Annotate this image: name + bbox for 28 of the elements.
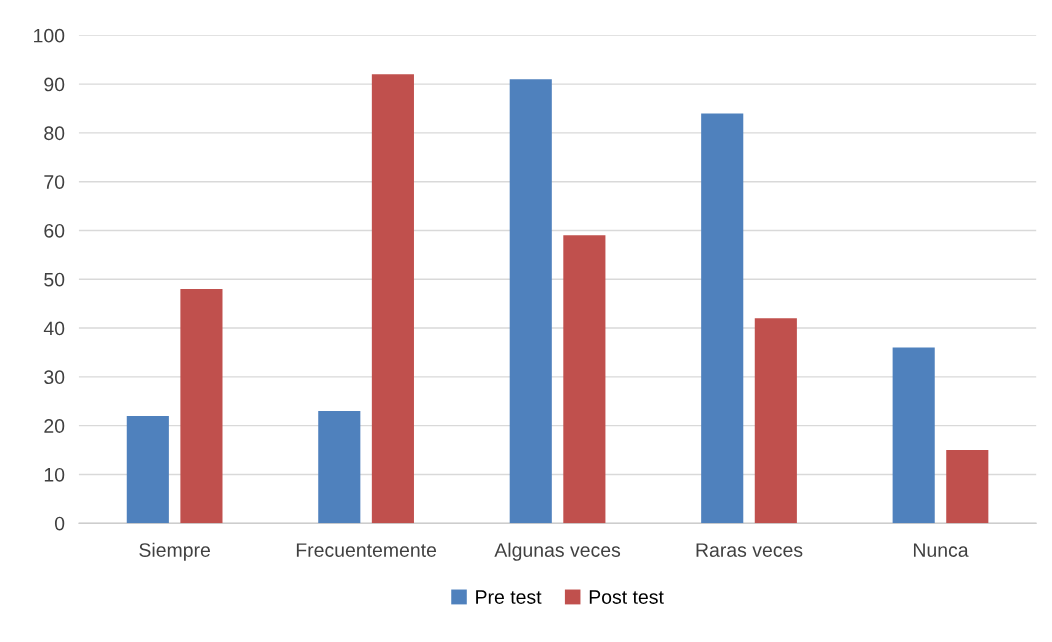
y-tick-label: 80 <box>44 126 65 141</box>
bar <box>892 347 935 524</box>
x-tick-label: Algunas veces <box>494 542 621 561</box>
y-tick-label: 30 <box>44 370 65 385</box>
bar <box>180 289 223 524</box>
y-tick-label: 90 <box>44 77 65 92</box>
bar <box>371 74 414 524</box>
legend-label: Post test <box>589 590 664 604</box>
bar <box>318 411 361 524</box>
x-tick-label: Raras veces <box>696 543 803 557</box>
y-tick-label: 60 <box>44 223 65 238</box>
bar <box>126 415 169 524</box>
bar <box>946 450 989 524</box>
bar <box>509 79 552 524</box>
x-tick-label: Frecuentemente <box>296 543 437 557</box>
x-tick-label: Siempre <box>139 542 210 561</box>
y-tick-label: 20 <box>44 419 65 433</box>
y-tick-label: 100 <box>34 28 65 43</box>
y-tick-label: 40 <box>43 321 65 336</box>
y-tick-label: 10 <box>44 467 65 482</box>
bar <box>563 235 606 524</box>
y-tick-label: 70 <box>44 175 65 189</box>
y-tick-label: 50 <box>44 272 65 287</box>
x-tick-label: Nunca <box>913 543 969 557</box>
bar <box>754 318 797 524</box>
y-tick-label: 0 <box>54 516 65 531</box>
bar <box>701 113 744 524</box>
legend-label: Pre test <box>476 590 542 604</box>
